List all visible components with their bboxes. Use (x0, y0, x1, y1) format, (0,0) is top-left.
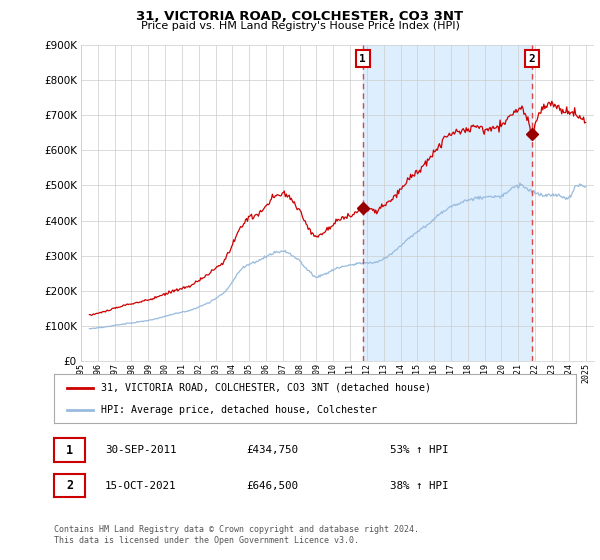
Text: 31, VICTORIA ROAD, COLCHESTER, CO3 3NT (detached house): 31, VICTORIA ROAD, COLCHESTER, CO3 3NT (… (101, 383, 431, 393)
Text: Price paid vs. HM Land Registry's House Price Index (HPI): Price paid vs. HM Land Registry's House … (140, 21, 460, 31)
Text: £434,750: £434,750 (246, 445, 298, 455)
Text: 15-OCT-2021: 15-OCT-2021 (105, 480, 176, 491)
Text: 31, VICTORIA ROAD, COLCHESTER, CO3 3NT: 31, VICTORIA ROAD, COLCHESTER, CO3 3NT (136, 10, 464, 23)
Text: 2: 2 (528, 54, 535, 64)
Text: Contains HM Land Registry data © Crown copyright and database right 2024.
This d: Contains HM Land Registry data © Crown c… (54, 525, 419, 545)
Text: 53% ↑ HPI: 53% ↑ HPI (390, 445, 449, 455)
Text: 1: 1 (359, 54, 366, 64)
Text: 2: 2 (66, 479, 73, 492)
Text: £646,500: £646,500 (246, 480, 298, 491)
Text: HPI: Average price, detached house, Colchester: HPI: Average price, detached house, Colc… (101, 405, 377, 416)
Text: 38% ↑ HPI: 38% ↑ HPI (390, 480, 449, 491)
Bar (363, 45, 532, 361)
Text: 1: 1 (66, 444, 73, 457)
Text: 30-SEP-2011: 30-SEP-2011 (105, 445, 176, 455)
